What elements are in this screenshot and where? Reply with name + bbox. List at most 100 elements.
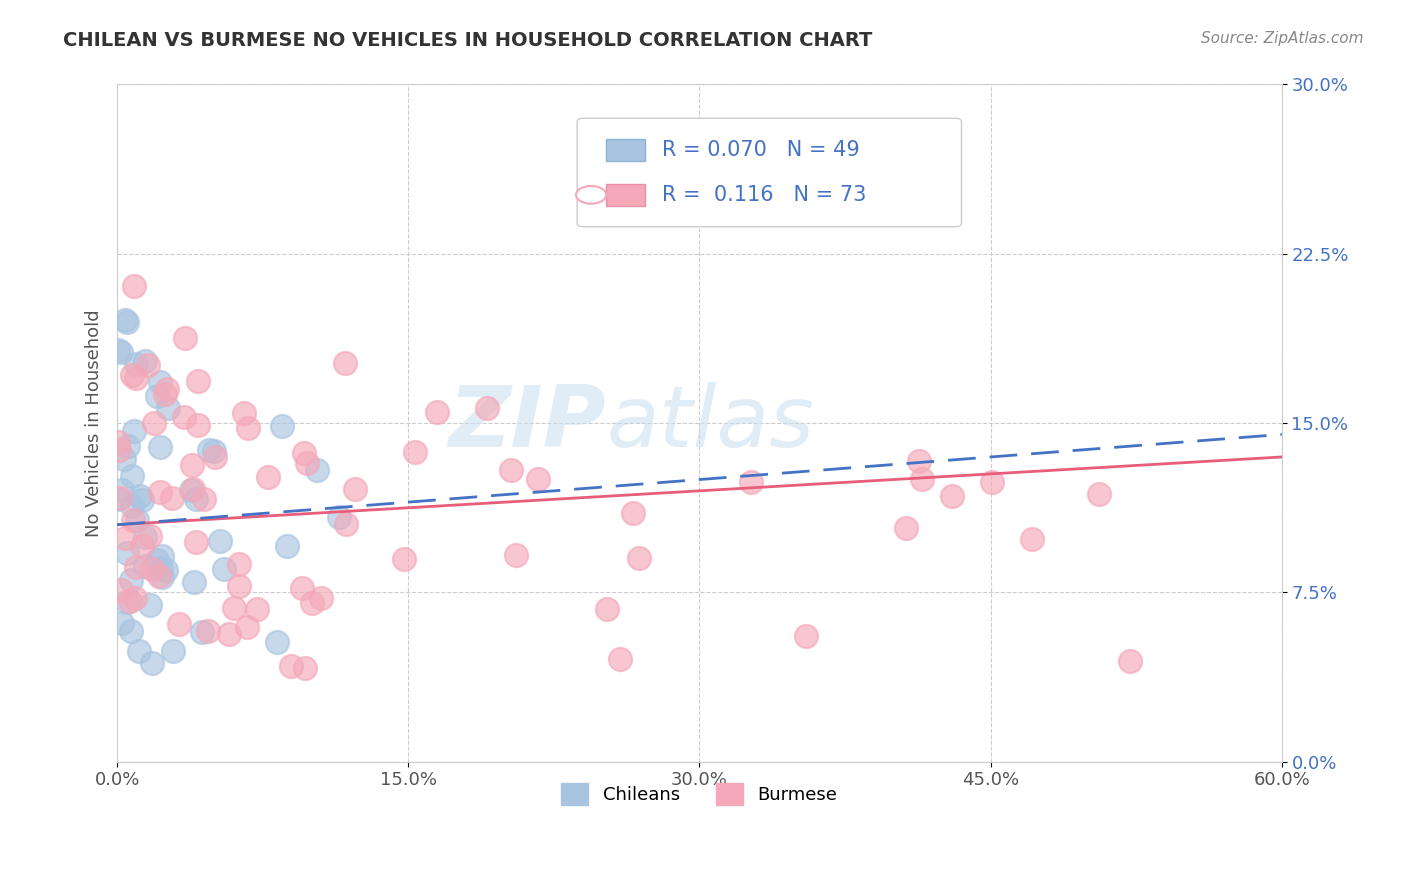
Point	[122, 279, 145, 293]
Point	[499, 463, 522, 477]
Point	[280, 658, 302, 673]
Legend: Chileans, Burmese: Chileans, Burmese	[553, 773, 846, 814]
Point	[114, 531, 136, 545]
Point	[187, 374, 209, 388]
Point	[136, 358, 159, 372]
Point	[197, 624, 219, 638]
Point	[222, 601, 245, 615]
Point	[907, 453, 929, 467]
Point	[122, 513, 145, 527]
Bar	[606, 184, 645, 206]
Point	[149, 440, 172, 454]
Point	[107, 343, 129, 358]
Point	[228, 579, 250, 593]
Point	[111, 615, 134, 630]
Point	[609, 651, 631, 665]
Point	[108, 443, 131, 458]
Point	[134, 353, 156, 368]
Point	[309, 591, 332, 605]
Point	[141, 562, 163, 576]
Point	[142, 416, 165, 430]
Point	[294, 661, 316, 675]
Bar	[606, 139, 645, 161]
Point	[141, 656, 163, 670]
Point	[131, 539, 153, 553]
Point	[184, 535, 207, 549]
Point	[117, 439, 139, 453]
Point	[295, 456, 318, 470]
Point	[941, 489, 963, 503]
FancyBboxPatch shape	[578, 119, 962, 227]
Point	[156, 382, 179, 396]
Point	[125, 513, 148, 527]
Point	[124, 424, 146, 438]
Point	[981, 475, 1004, 489]
Point	[121, 468, 143, 483]
Point	[125, 560, 148, 574]
Point	[796, 629, 818, 643]
Point	[183, 574, 205, 589]
Point	[1021, 533, 1043, 547]
Y-axis label: No Vehicles in Household: No Vehicles in Household	[86, 310, 103, 537]
Point	[160, 491, 183, 505]
Point	[124, 357, 146, 371]
Point	[232, 407, 254, 421]
Circle shape	[576, 186, 606, 203]
Point	[266, 634, 288, 648]
Point	[894, 521, 917, 535]
Point	[107, 492, 129, 507]
Point	[131, 492, 153, 507]
Point	[134, 558, 156, 573]
Point	[236, 420, 259, 434]
Point	[256, 469, 278, 483]
Point	[335, 356, 357, 370]
Point	[276, 539, 298, 553]
Point	[121, 368, 143, 382]
Point	[328, 510, 350, 524]
Point	[191, 624, 214, 639]
Point	[115, 314, 138, 328]
Point	[124, 591, 146, 606]
Point	[149, 561, 172, 575]
Point	[162, 643, 184, 657]
Point	[335, 516, 357, 531]
Point	[120, 594, 142, 608]
Point	[134, 530, 156, 544]
Point	[228, 557, 250, 571]
Point	[181, 458, 204, 472]
Point	[505, 548, 527, 562]
Point	[246, 601, 269, 615]
Point	[110, 344, 132, 359]
Point	[125, 370, 148, 384]
Point	[740, 475, 762, 490]
Point	[153, 387, 176, 401]
Point	[150, 549, 173, 563]
Point	[911, 472, 934, 486]
Point	[392, 551, 415, 566]
Point	[146, 552, 169, 566]
Point	[292, 446, 315, 460]
Point	[108, 491, 131, 505]
Point	[149, 376, 172, 390]
Point	[129, 489, 152, 503]
Point	[212, 562, 235, 576]
Point	[157, 401, 180, 416]
Point	[120, 624, 142, 638]
Text: CHILEAN VS BURMESE NO VEHICLES IN HOUSEHOLD CORRELATION CHART: CHILEAN VS BURMESE NO VEHICLES IN HOUSEH…	[63, 31, 873, 50]
Point	[149, 484, 172, 499]
Text: ZIP: ZIP	[449, 382, 606, 465]
Point	[344, 482, 367, 496]
Point	[426, 405, 449, 419]
Point	[307, 463, 329, 477]
Point	[139, 599, 162, 613]
Text: R =  0.116   N = 73: R = 0.116 N = 73	[662, 185, 866, 205]
Point	[301, 596, 323, 610]
Point	[181, 482, 204, 496]
Text: Source: ZipAtlas.com: Source: ZipAtlas.com	[1201, 31, 1364, 46]
Point	[121, 500, 143, 514]
Point	[117, 595, 139, 609]
Text: R = 0.070   N = 49: R = 0.070 N = 49	[662, 140, 860, 161]
Point	[173, 409, 195, 424]
Point	[111, 483, 134, 498]
Point	[187, 418, 209, 433]
